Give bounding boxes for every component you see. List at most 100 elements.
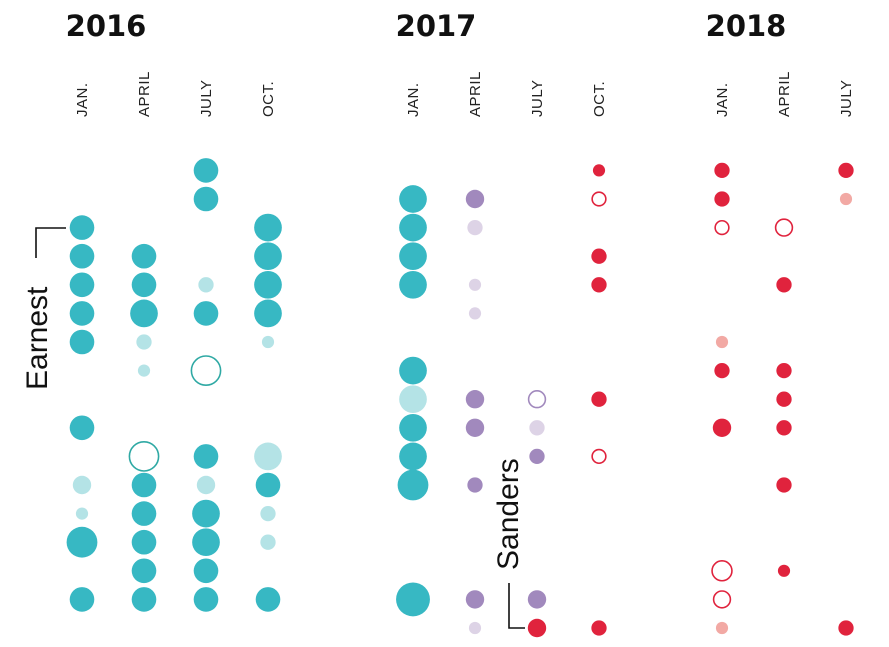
- data-point: [838, 620, 854, 636]
- data-point: [75, 507, 89, 520]
- year-label-2017: 2017: [396, 9, 477, 43]
- data-point: [714, 191, 730, 207]
- month-label-2016-jan: JAN.: [74, 82, 91, 117]
- data-point: [715, 335, 729, 349]
- data-point: [467, 477, 483, 493]
- earnest-leader-line: [35, 227, 66, 258]
- data-point: [193, 558, 219, 584]
- data-point: [592, 164, 606, 177]
- data-point: [777, 564, 791, 577]
- month-labels: JAN. APRIL JULY OCT. JAN. APRIL JULY OCT. JAN. AP…: [74, 71, 855, 117]
- sanders-leader-line: [508, 583, 525, 629]
- data-point: [131, 272, 157, 298]
- data-point: [776, 277, 792, 293]
- data-point: [254, 213, 282, 242]
- data-point: [839, 192, 853, 206]
- data-point: [192, 528, 220, 557]
- data-point: [467, 219, 483, 236]
- data-point: [193, 301, 219, 326]
- data-point: [69, 243, 95, 269]
- data-point: [193, 587, 219, 612]
- data-point: [399, 442, 427, 471]
- data-point: [399, 213, 427, 242]
- annotation-sanders: Sanders: [492, 458, 525, 629]
- data-point: [591, 391, 607, 407]
- data-point: [69, 587, 95, 612]
- data-point: [261, 335, 275, 349]
- data-point: [715, 621, 729, 635]
- data-point: [399, 356, 427, 385]
- data-point: [468, 278, 482, 291]
- data-point: [255, 472, 281, 498]
- month-label-2016-oct: OCT.: [260, 81, 277, 117]
- data-point: [128, 440, 160, 472]
- data-point: [776, 391, 792, 407]
- data-point: [774, 218, 794, 237]
- data-point: [254, 442, 282, 471]
- data-point: [529, 420, 545, 436]
- data-point: [465, 418, 485, 437]
- data-point: [399, 242, 427, 271]
- month-label-2016-april: APRIL: [136, 71, 153, 117]
- data-point: [69, 215, 95, 240]
- data-point: [591, 448, 607, 465]
- data-point: [527, 590, 547, 609]
- data-point: [254, 242, 282, 271]
- annotation-earnest: Earnest: [21, 227, 66, 390]
- data-point: [714, 162, 730, 179]
- data-point: [776, 420, 792, 436]
- data-point: [69, 415, 95, 441]
- data-point: [465, 390, 485, 409]
- earnest-label: Earnest: [21, 286, 54, 390]
- month-label-2017-oct: OCT.: [591, 81, 608, 117]
- year-headers: 2016 2017 2018: [66, 9, 787, 43]
- data-point: [397, 469, 429, 501]
- data-point: [66, 526, 98, 558]
- data-point: [131, 529, 157, 555]
- data-point: [196, 475, 216, 495]
- data-point: [131, 501, 157, 526]
- month-label-2018-jan: JAN.: [714, 82, 731, 117]
- data-point: [399, 413, 427, 442]
- month-label-2018-april: APRIL: [776, 71, 793, 117]
- data-point: [712, 418, 732, 437]
- data-point: [137, 364, 151, 377]
- data-point: [198, 277, 214, 293]
- data-point: [776, 477, 792, 493]
- data-point: [711, 560, 733, 582]
- data-point: [255, 587, 281, 612]
- data-point: [465, 590, 485, 609]
- year-label-2018: 2018: [706, 9, 787, 43]
- data-point: [131, 587, 157, 612]
- data-point: [193, 444, 219, 469]
- month-label-2017-july: JULY: [529, 79, 546, 117]
- data-point: [399, 185, 427, 213]
- data-point: [465, 189, 485, 209]
- month-label-2016-july: JULY: [198, 79, 215, 117]
- data-point: [591, 191, 607, 207]
- data-point: [712, 590, 732, 609]
- data-point: [130, 299, 158, 328]
- data-point: [529, 448, 545, 465]
- year-label-2016: 2016: [66, 9, 147, 43]
- data-point: [591, 248, 607, 264]
- data-point: [714, 219, 730, 236]
- sanders-label: Sanders: [492, 458, 525, 570]
- dot-grid: [66, 158, 854, 638]
- data-point: [260, 505, 276, 522]
- data-point: [527, 390, 547, 409]
- data-point: [714, 362, 730, 379]
- data-point: [254, 270, 282, 299]
- data-point: [468, 621, 482, 635]
- data-point: [193, 186, 219, 212]
- month-label-2018-july: JULY: [838, 79, 855, 117]
- data-point: [131, 243, 157, 269]
- data-point: [69, 272, 95, 298]
- data-point: [468, 307, 482, 320]
- data-point: [254, 299, 282, 328]
- data-point: [399, 270, 427, 299]
- data-point: [131, 472, 157, 498]
- data-point: [591, 277, 607, 293]
- data-point: [69, 301, 95, 326]
